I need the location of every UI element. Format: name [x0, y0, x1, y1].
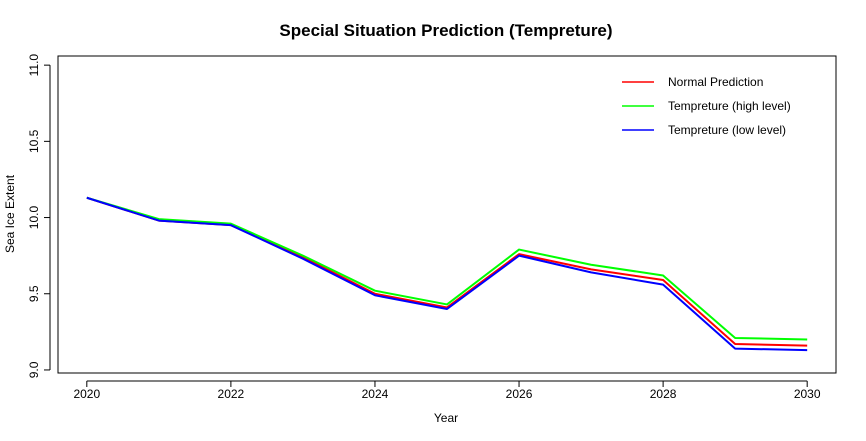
series-line — [86, 196, 808, 347]
x-axis-label: Year — [434, 411, 458, 425]
y-tick-label: 11.0 — [27, 54, 41, 77]
y-tick-label: 10.5 — [27, 129, 41, 153]
legend-label: Tempreture (high level) — [668, 99, 791, 113]
chart-title: Special Situation Prediction (Tempreture… — [279, 21, 612, 40]
y-axis-label: Sea Ice Extent — [3, 174, 17, 253]
x-tick-label: 2026 — [506, 387, 533, 401]
legend-label: Tempreture (low level) — [668, 123, 786, 137]
legend: Normal Prediction Tempreture (high level)… — [622, 75, 791, 137]
x-tick-label: 2024 — [362, 387, 389, 401]
x-tick-label: 2022 — [218, 387, 245, 401]
y-axis: 9.0 9.5 10.0 10.5 11.0 — [27, 54, 51, 378]
series-line — [86, 196, 808, 341]
legend-label: Normal Prediction — [668, 75, 763, 89]
x-tick-label: 2028 — [650, 387, 677, 401]
series-line — [86, 196, 808, 352]
x-tick-label: 2030 — [794, 387, 821, 401]
x-axis: 2020 2022 2024 2026 2028 2030 — [73, 380, 821, 401]
y-tick-label: 9.0 — [27, 361, 41, 378]
y-tick-label: 10.0 — [27, 206, 41, 230]
plot-area-frame — [57, 55, 837, 374]
y-tick-label: 9.5 — [27, 285, 41, 302]
x-tick-label: 2020 — [73, 387, 100, 401]
series-lines — [86, 196, 808, 352]
